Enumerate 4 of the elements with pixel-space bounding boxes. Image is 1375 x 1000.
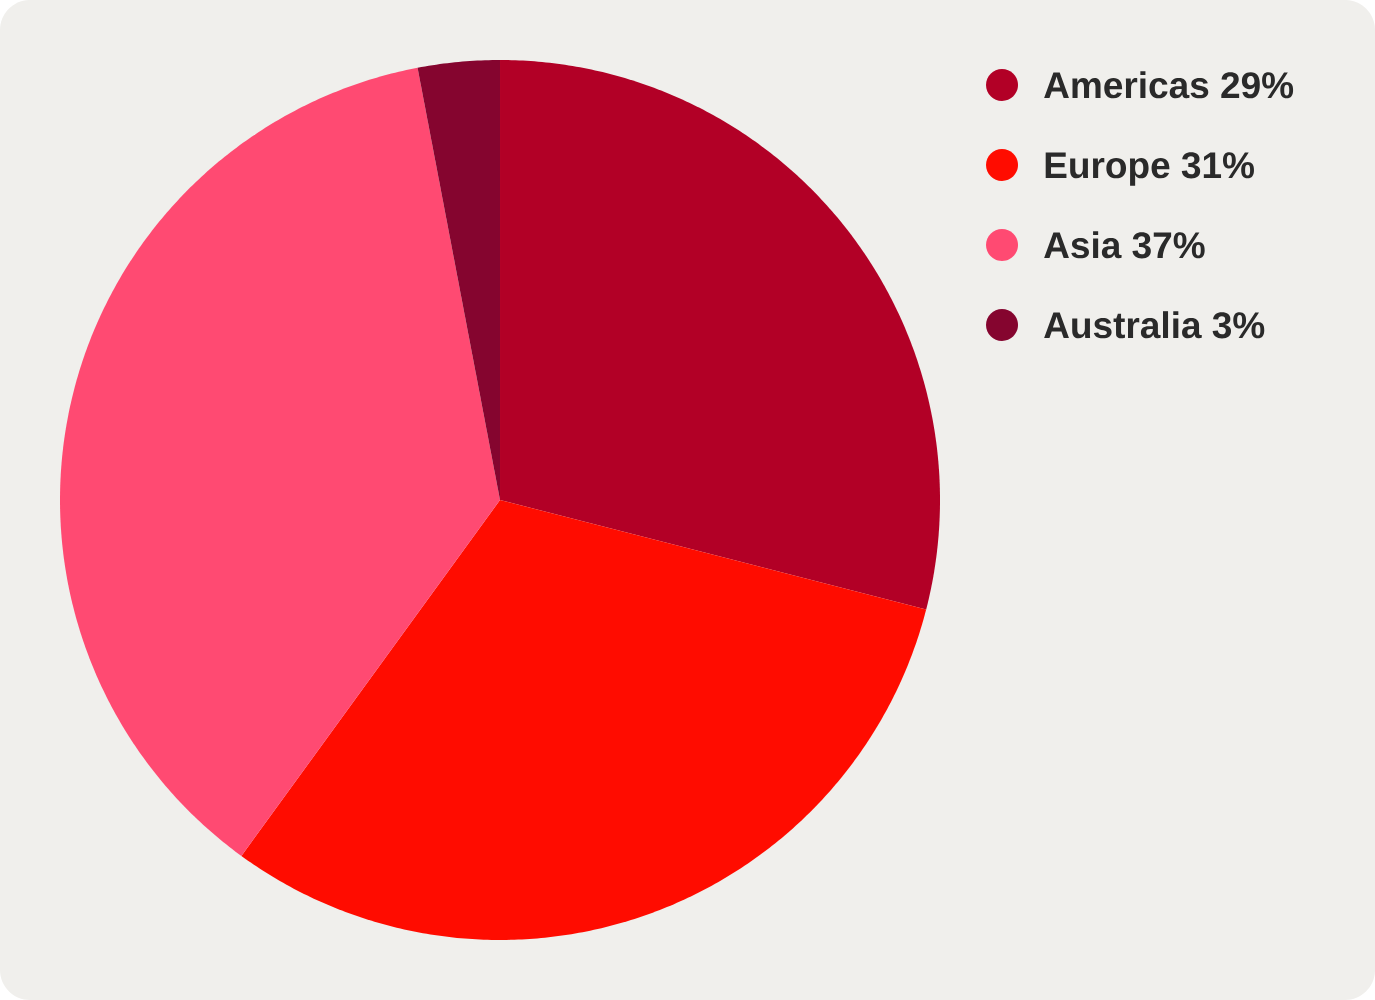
legend-label: Australia 3%	[1044, 311, 1265, 339]
legend-label: Asia 37%	[1044, 231, 1205, 259]
legend-label: Europe 31%	[1045, 152, 1254, 186]
legend-label: Americas 29%	[1044, 71, 1294, 99]
